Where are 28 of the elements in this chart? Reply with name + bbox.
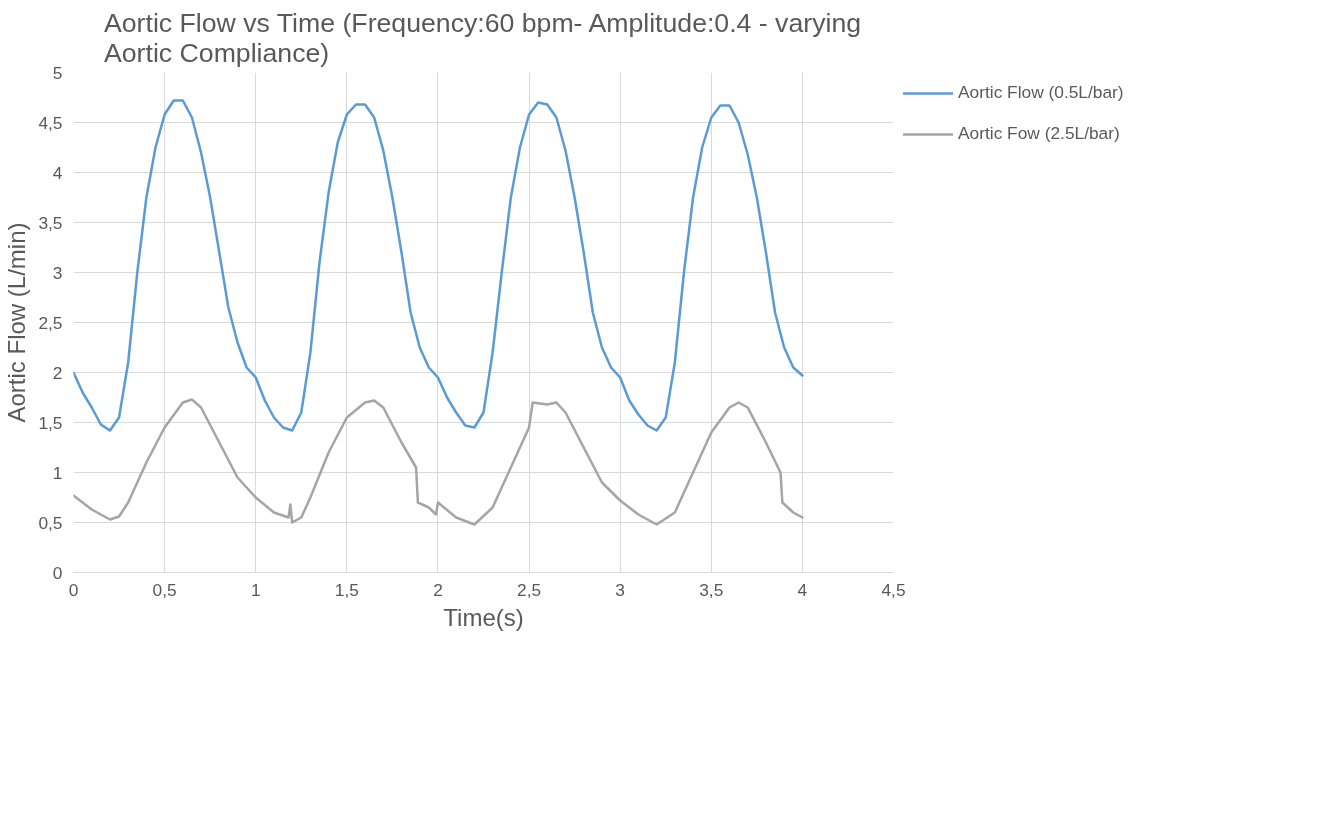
- x-tick-label: 4: [797, 579, 808, 600]
- y-tick-label: 3: [52, 262, 63, 283]
- x-tick-label: 3,5: [699, 579, 724, 600]
- line-series: [73, 99, 804, 432]
- x-tick-label: 1: [250, 579, 261, 600]
- x-tick-label: 0,5: [152, 579, 177, 600]
- y-tick-label: 0,5: [38, 512, 63, 533]
- y-axis-title: Aortic Flow (L/min): [3, 222, 31, 423]
- x-axis-title: Time(s): [443, 603, 524, 631]
- y-tick-label: 1: [52, 462, 63, 483]
- x-tick-label: 2: [433, 579, 443, 600]
- x-tick-label: 0: [68, 579, 79, 600]
- y-tick-label: 4,5: [38, 112, 63, 133]
- y-tick-label: 3,5: [38, 212, 63, 233]
- y-tick-label: 4: [52, 162, 63, 183]
- x-tick-label: 3: [615, 579, 625, 600]
- line-series: [73, 398, 804, 526]
- x-tick-label: 4,5: [881, 579, 906, 600]
- x-tick-label: 2,5: [517, 579, 542, 600]
- y-tick-label: 2,5: [38, 312, 63, 333]
- legend-label: Aortic Fow (2.5L/bar): [958, 123, 1120, 144]
- chart-title: Aortic Flow vs Time (Frequency:60 bpm- Amplitude:0.4 - varying Aortic Compliance): [104, 7, 862, 68]
- y-tick-label: 1,5: [38, 412, 63, 433]
- x-tick-label: 1,5: [334, 579, 359, 600]
- y-tick-label: 0: [52, 562, 63, 583]
- legend-label: Aortic Flow (0.5L/bar): [958, 82, 1124, 103]
- y-tick-label: 2: [52, 362, 63, 383]
- y-tick-label: 5: [52, 62, 63, 83]
